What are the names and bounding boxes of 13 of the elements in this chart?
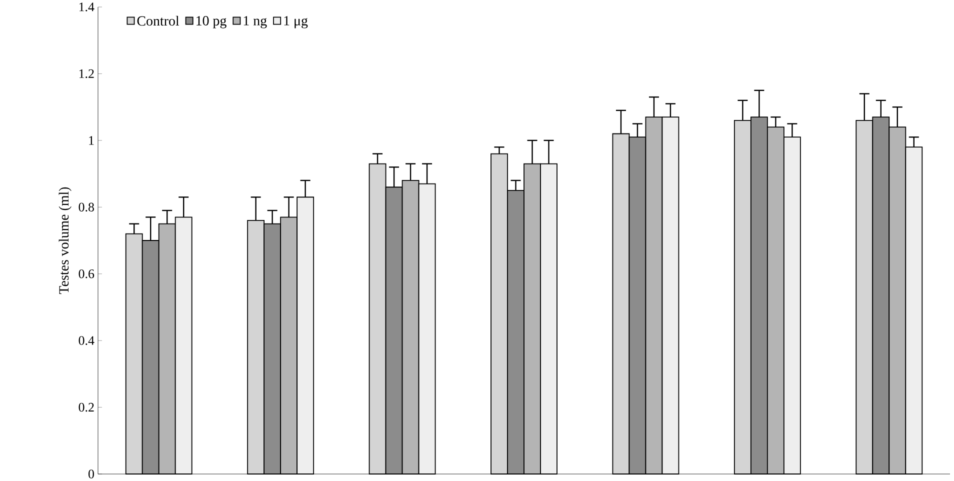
y-tick-label: 1.2 [79, 69, 94, 78]
y-tick-label: 0.6 [78, 269, 94, 278]
legend-label: 1 ng [244, 16, 267, 28]
legend-label: 1 μg [284, 16, 308, 28]
y-axis-title: Testes volume (ml) [58, 187, 72, 294]
y-tick-label: 0.8 [78, 202, 94, 212]
legend-label: Control [137, 16, 180, 26]
y-tick-label: 1.4 [79, 2, 94, 12]
legend-label: 10 pg [196, 16, 226, 28]
y-tick-label: 1 [89, 136, 94, 145]
y-tick-label: 0 [88, 470, 94, 478]
y-tick-label: 0.2 [78, 402, 94, 412]
y-tick-label: 0.4 [78, 336, 94, 345]
